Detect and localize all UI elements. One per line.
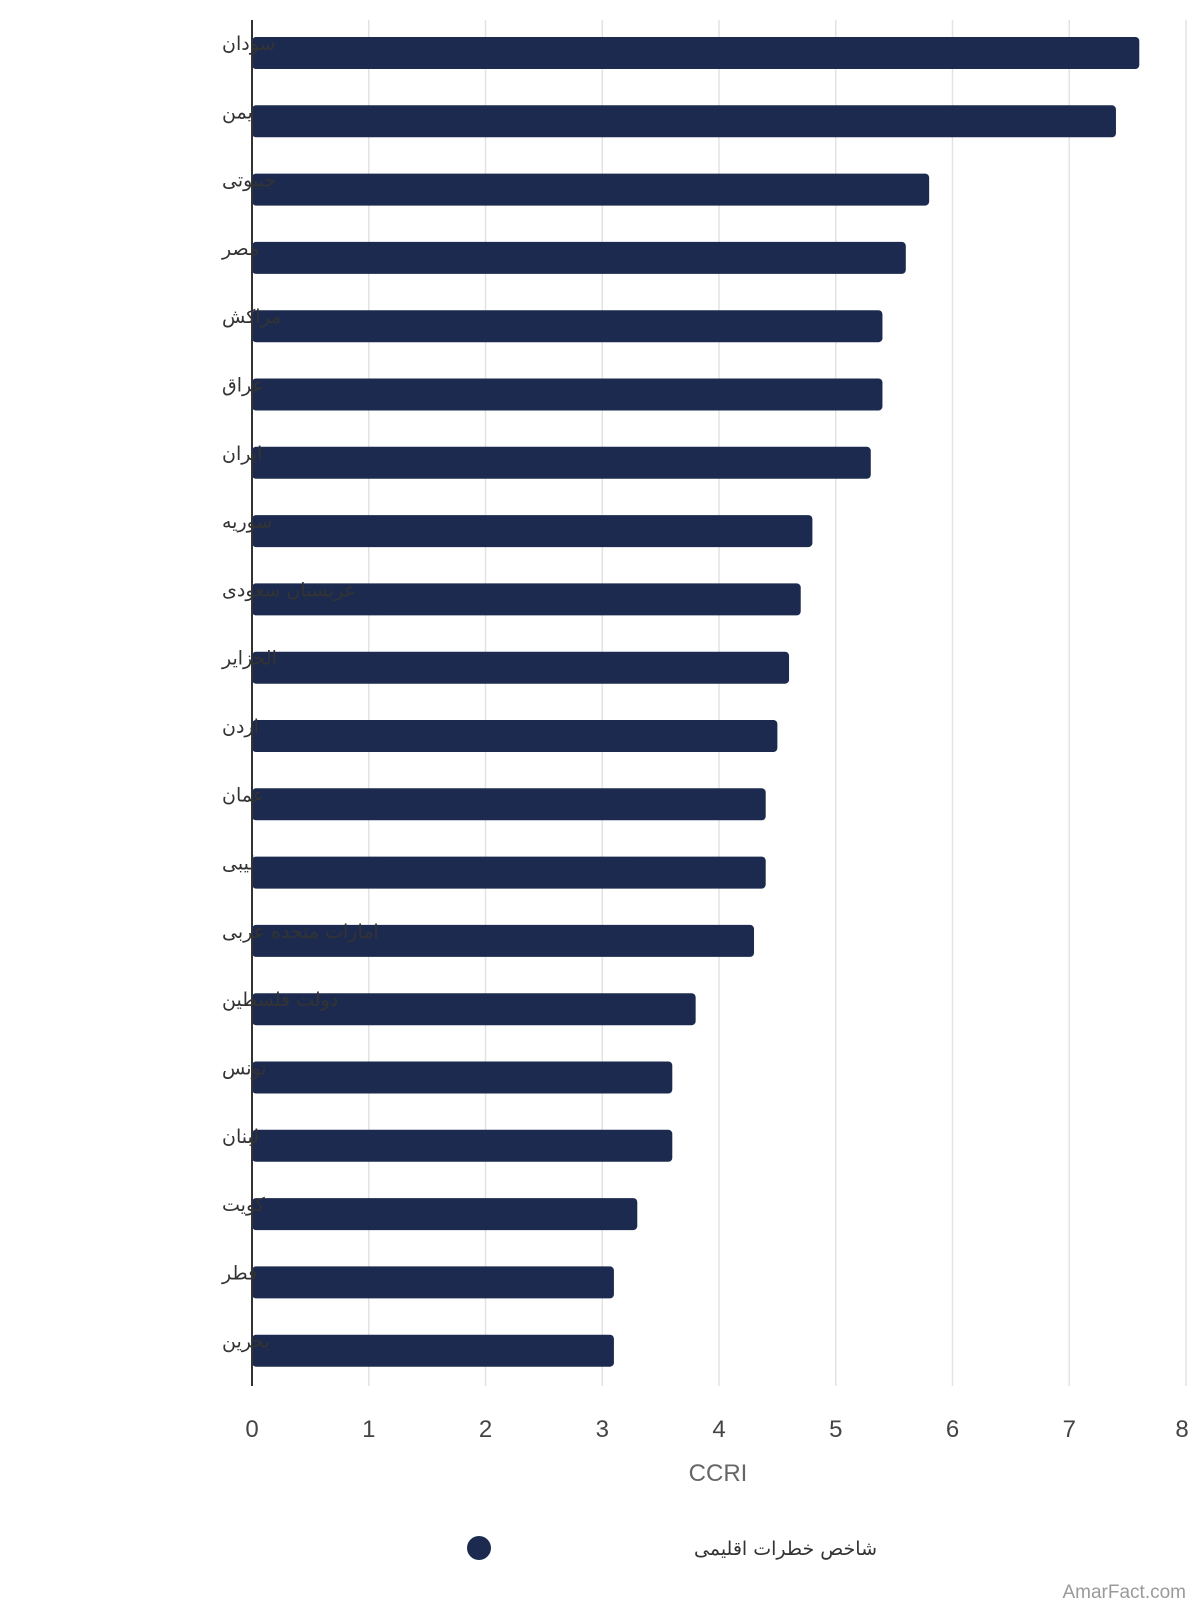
gridlines bbox=[368, 20, 1187, 1386]
x-axis-title: CCRI bbox=[689, 1460, 748, 1487]
category-label: اردن bbox=[222, 716, 259, 738]
category-label: بحرین bbox=[222, 1331, 270, 1353]
bar bbox=[252, 856, 766, 889]
bar bbox=[252, 1061, 673, 1094]
category-label: جیبوتی bbox=[222, 170, 276, 192]
watermark: AmarFact.com bbox=[1062, 1582, 1186, 1600]
bar bbox=[252, 583, 801, 616]
category-label: یمن bbox=[222, 101, 253, 123]
x-tick-label: 7 bbox=[1063, 1416, 1076, 1443]
category-label: تونس bbox=[222, 1058, 267, 1080]
category-label: امارات متحده عربی bbox=[222, 921, 379, 943]
bar bbox=[252, 1266, 614, 1299]
bar bbox=[252, 378, 883, 411]
x-tick-label: 2 bbox=[479, 1416, 492, 1443]
bar bbox=[252, 1198, 638, 1231]
bar bbox=[252, 993, 696, 1026]
x-tick-label: 5 bbox=[829, 1416, 842, 1443]
category-label: دولت فلسطین bbox=[222, 989, 338, 1011]
category-labels: سودان یمن جیبوتی مصر مراکش عراق ایران سوریه عربس… bbox=[221, 33, 379, 1353]
x-tick-label: 8 bbox=[1175, 1416, 1188, 1443]
bar bbox=[252, 515, 813, 548]
category-label: عربستان سعودی bbox=[222, 579, 356, 601]
bar bbox=[252, 720, 778, 752]
x-tick-label: 3 bbox=[596, 1416, 609, 1443]
bar bbox=[252, 241, 906, 274]
category-label: کویت bbox=[222, 1194, 266, 1216]
category-label: عراق bbox=[222, 375, 264, 397]
bars bbox=[252, 37, 1140, 1367]
x-tick-label: 1 bbox=[362, 1416, 375, 1443]
category-label: مراکش bbox=[222, 306, 281, 328]
category-label: عمان bbox=[222, 784, 264, 806]
category-label: لبنان bbox=[222, 1126, 259, 1148]
category-label: سوریه bbox=[222, 511, 272, 533]
legend-swatch bbox=[467, 1536, 491, 1560]
legend: شاخص خطرات اقلیمی bbox=[467, 1536, 877, 1560]
bar bbox=[252, 105, 1116, 138]
bar bbox=[252, 1334, 614, 1367]
category-label: لیبی bbox=[222, 853, 255, 875]
x-tick-label: 0 bbox=[245, 1416, 258, 1443]
x-tick-labels: 0 1 2 3 4 5 6 7 8 bbox=[245, 1416, 1188, 1443]
category-label: الجزایر bbox=[221, 648, 277, 670]
legend-label: شاخص خطرات اقلیمی bbox=[694, 1538, 877, 1560]
bar bbox=[252, 37, 1140, 69]
category-label: مصر bbox=[221, 238, 259, 260]
bar bbox=[252, 924, 755, 957]
x-tick-label: 4 bbox=[712, 1416, 725, 1443]
bar bbox=[252, 1129, 673, 1162]
x-tick-label: 6 bbox=[946, 1416, 959, 1443]
category-label: قطر bbox=[221, 1262, 257, 1284]
bar bbox=[252, 310, 883, 343]
category-label: سودان bbox=[222, 33, 275, 55]
bar bbox=[252, 446, 871, 479]
bar bbox=[252, 173, 930, 206]
category-label: ایران bbox=[222, 443, 262, 465]
bar bbox=[252, 651, 790, 684]
bar bbox=[252, 788, 766, 821]
